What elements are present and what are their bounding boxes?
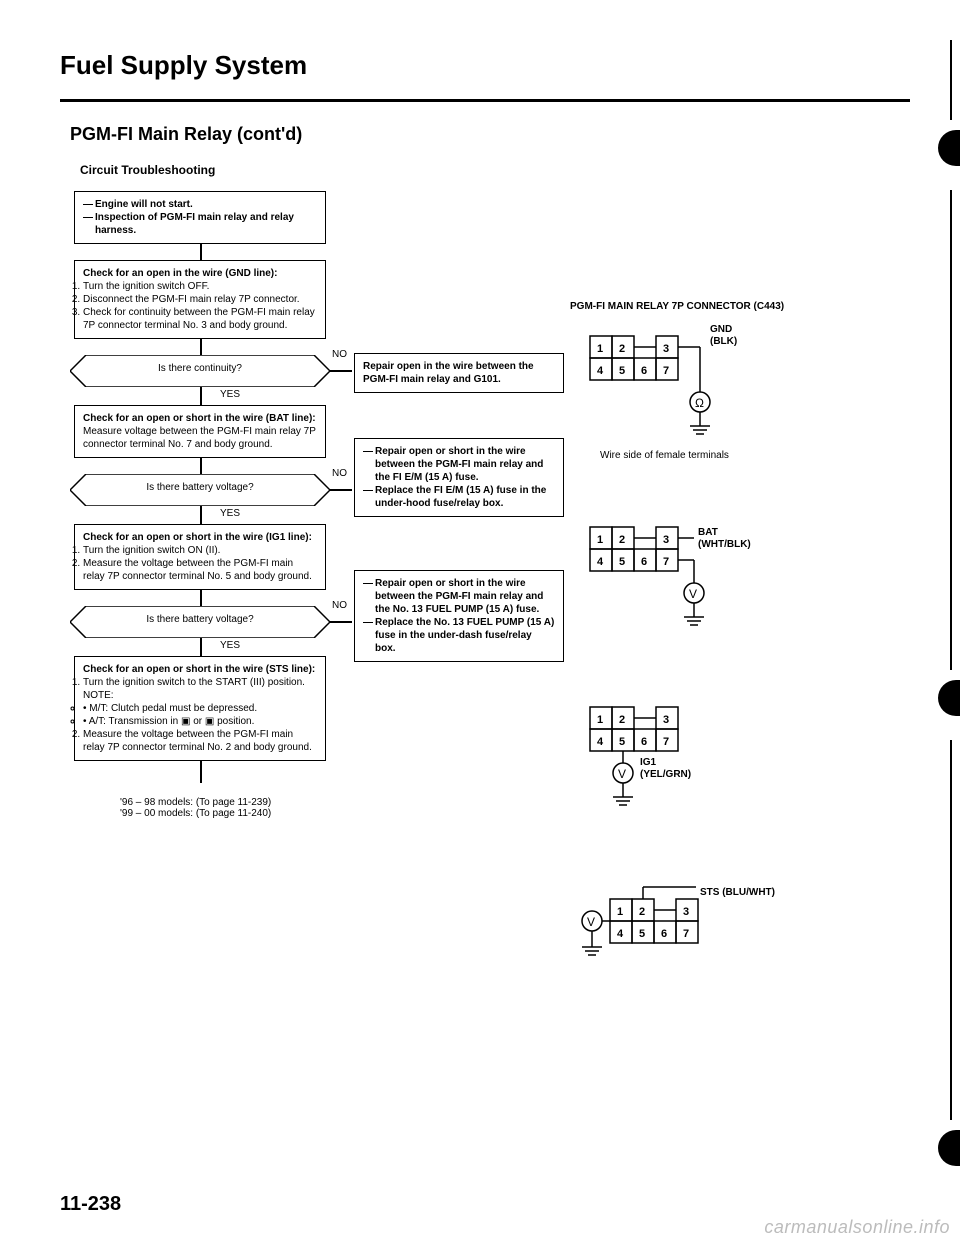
dec3-q: Is there battery voltage? — [70, 614, 330, 625]
svg-text:3: 3 — [663, 714, 669, 726]
svg-text:V: V — [689, 587, 697, 601]
step4-note1: • M/T: Clutch pedal must be depressed. — [83, 702, 317, 715]
svg-text:Ω: Ω — [695, 396, 704, 410]
svg-text:6: 6 — [641, 556, 647, 568]
svg-text:4: 4 — [597, 365, 604, 377]
step2-title: Check for an open or short in the wire (… — [83, 412, 317, 425]
decision-1: Is there continuity? NO Repair open in t… — [60, 355, 540, 387]
svg-text:1: 1 — [597, 714, 603, 726]
svg-text:5: 5 — [639, 928, 645, 940]
dec2-q: Is there battery voltage? — [70, 482, 330, 493]
svg-text:(YEL/GRN): (YEL/GRN) — [640, 769, 691, 780]
svg-text:5: 5 — [619, 365, 625, 377]
step3-item1: Turn the ignition switch ON (II). — [83, 544, 317, 557]
cont-line1: '96 – 98 models: (To page 11-239) — [120, 797, 540, 808]
step4-item1: Turn the ignition switch to the START (I… — [83, 676, 317, 728]
gnd-label: GND — [710, 324, 732, 335]
flow-step-4: Check for an open or short in the wire (… — [74, 656, 326, 761]
svg-text:2: 2 — [619, 534, 625, 546]
svg-text:3: 3 — [663, 343, 669, 355]
step4-title: Check for an open or short in the wire (… — [83, 663, 317, 676]
svg-text:5: 5 — [619, 556, 625, 568]
decision-2: Is there battery voltage? NO Repair open… — [60, 474, 540, 506]
flow-step-2: Check for an open or short in the wire (… — [74, 405, 326, 458]
decision-3: Is there battery voltage? NO Repair open… — [60, 606, 540, 638]
step3-title: Check for an open or short in the wire (… — [83, 531, 317, 544]
svg-text:2: 2 — [619, 714, 625, 726]
step1-item2: Disconnect the PGM-FI main relay 7P conn… — [83, 293, 317, 306]
wire-side-label: Wire side of female terminals — [600, 450, 910, 461]
svg-text:V: V — [587, 915, 595, 929]
svg-text:V: V — [618, 767, 626, 781]
start-line2: Inspection of PGM-FI main relay and rela… — [83, 211, 317, 237]
svg-text:IG1: IG1 — [640, 757, 657, 768]
dec1-q: Is there continuity? — [70, 363, 330, 374]
svg-text:3: 3 — [663, 534, 669, 546]
step4-item2: Measure the voltage between the PGM-FI m… — [83, 728, 317, 754]
action2-line1: Repair open or short in the wire between… — [363, 445, 555, 484]
dec2-yes: YES — [220, 508, 240, 519]
svg-text:5: 5 — [619, 736, 625, 748]
connector-diagram-ig1: 1 2 3 4 5 6 7 IG1 (YEL/GRN) V — [570, 701, 910, 821]
svg-text:BAT: BAT — [698, 527, 718, 538]
step1-title: Check for an open in the wire (GND line)… — [83, 267, 317, 280]
sub-title: PGM-FI Main Relay (cont'd) — [70, 124, 910, 145]
action3-line1: Repair open or short in the wire between… — [363, 577, 555, 616]
step2-body: Measure voltage between the PGM-FI main … — [83, 425, 317, 451]
dec2-no: NO — [332, 468, 347, 479]
start-line1: Engine will not start. — [83, 198, 317, 211]
svg-text:6: 6 — [641, 736, 647, 748]
flow-start: Engine will not start. Inspection of PGM… — [74, 191, 326, 244]
svg-text:STS (BLU/WHT): STS (BLU/WHT) — [700, 887, 775, 898]
page-number: 11-238 — [60, 1193, 121, 1216]
step3-item2: Measure the voltage between the PGM-FI m… — [83, 557, 317, 583]
connector-diagram-gnd: GND (BLK) 1 2 3 — [570, 320, 910, 461]
dec3-yes: YES — [220, 640, 240, 651]
svg-text:1: 1 — [597, 534, 603, 546]
watermark: carmanualsonline.info — [764, 1217, 950, 1238]
step1-item3: Check for continuity between the PGM-FI … — [83, 306, 317, 332]
cont-line2: '99 – 00 models: (To page 11-240) — [120, 808, 540, 819]
page-title: Fuel Supply System — [60, 50, 910, 81]
svg-text:3: 3 — [683, 906, 689, 918]
continuation: '96 – 98 models: (To page 11-239) '99 – … — [120, 797, 540, 819]
svg-text:7: 7 — [663, 736, 669, 748]
step1-item1: Turn the ignition switch OFF. — [83, 280, 317, 293]
svg-text:4: 4 — [597, 556, 604, 568]
svg-text:6: 6 — [661, 928, 667, 940]
svg-text:4: 4 — [597, 736, 604, 748]
dec3-no: NO — [332, 600, 347, 611]
svg-text:7: 7 — [683, 928, 689, 940]
flowchart: Engine will not start. Inspection of PGM… — [60, 191, 540, 1061]
connector-diagram-bat: BAT (WHT/BLK) 1 2 3 — [570, 521, 910, 641]
section-label: Circuit Troubleshooting — [80, 163, 910, 177]
dec1-yes: YES — [220, 389, 240, 400]
svg-text:7: 7 — [663, 365, 669, 377]
flow-step-1: Check for an open in the wire (GND line)… — [74, 260, 326, 339]
step4-note2: • A/T: Transmission in ▣ or ▣ position. — [83, 715, 317, 728]
svg-text:2: 2 — [639, 906, 645, 918]
svg-text:1: 1 — [597, 343, 603, 355]
divider — [60, 99, 910, 102]
svg-text:1: 1 — [617, 906, 623, 918]
svg-text:(WHT/BLK): (WHT/BLK) — [698, 539, 751, 550]
connector-column: PGM-FI MAIN RELAY 7P CONNECTOR (C443) GN… — [570, 191, 910, 1061]
flow-step-3: Check for an open or short in the wire (… — [74, 524, 326, 590]
svg-text:2: 2 — [619, 343, 625, 355]
dec1-no: NO — [332, 349, 347, 360]
svg-text:6: 6 — [641, 365, 647, 377]
connector-title: PGM-FI MAIN RELAY 7P CONNECTOR (C443) — [570, 301, 910, 312]
connector-diagram-sts: STS (BLU/WHT) 1 2 3 4 — [570, 881, 910, 1001]
svg-text:7: 7 — [663, 556, 669, 568]
svg-text:4: 4 — [617, 928, 624, 940]
blk-label: (BLK) — [710, 336, 737, 347]
